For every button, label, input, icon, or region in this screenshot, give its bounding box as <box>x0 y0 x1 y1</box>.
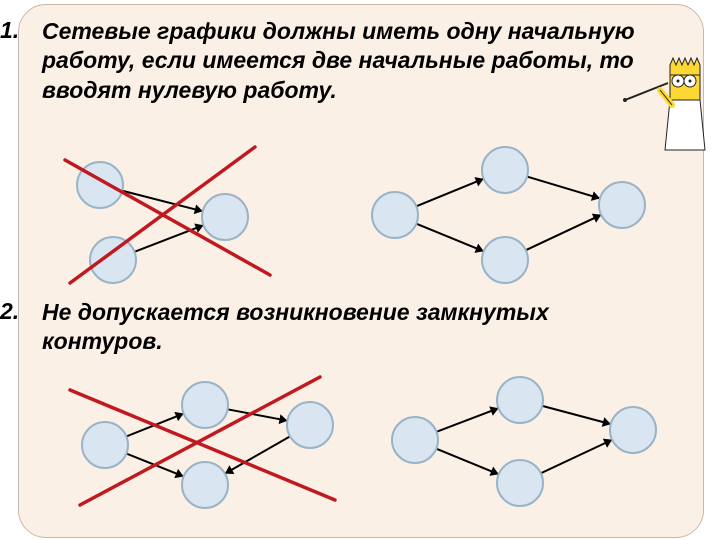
rule-2-text: Не допускается возникновение замкнутых к… <box>42 298 662 357</box>
rule-2-number: 2. <box>0 298 19 325</box>
diagram-1-correct <box>360 150 660 290</box>
diagram-1-wrong <box>55 155 285 295</box>
rule-1-text: Сетевые графики должны иметь одну началь… <box>42 17 662 105</box>
bart-cartoon-icon <box>620 55 710 165</box>
diagram-2-correct <box>385 385 675 510</box>
rule-1-number: 1. <box>0 17 19 44</box>
diagram-2-wrong <box>75 385 355 515</box>
